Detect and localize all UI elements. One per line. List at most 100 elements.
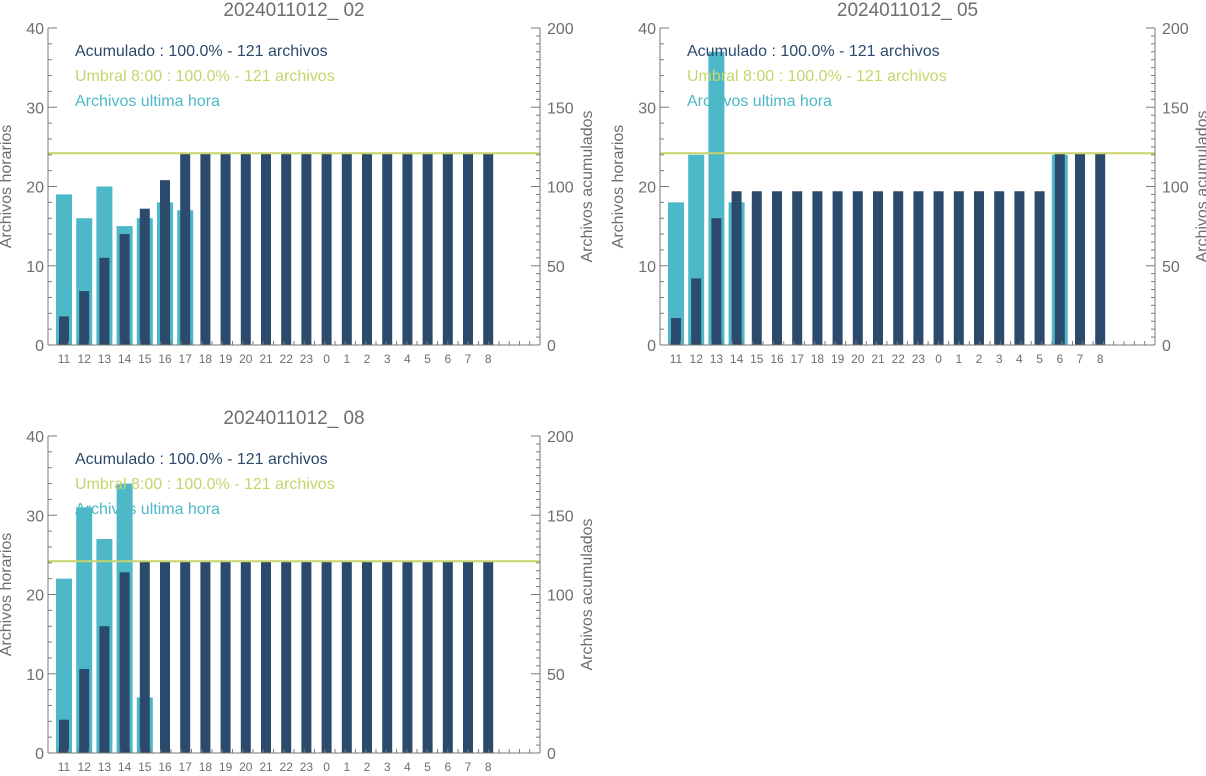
bar-cumulative — [301, 561, 312, 753]
x-tick-label: 13 — [710, 352, 724, 366]
bar-cumulative — [180, 561, 191, 753]
x-tick-label: 0 — [935, 352, 942, 366]
x-tick-label: 14 — [118, 352, 132, 366]
y-axis-label: Archivos horarios — [0, 533, 15, 657]
bar-cumulative — [79, 291, 90, 345]
bar-cumulative — [731, 191, 742, 345]
x-tick-label: 22 — [280, 760, 294, 771]
bar-cumulative — [139, 561, 150, 753]
x-tick-label: 1 — [955, 352, 962, 366]
x-tick-label: 6 — [1056, 352, 1063, 366]
x-tick-label: 17 — [179, 760, 193, 771]
x-tick-label: 23 — [912, 352, 926, 366]
x-tick-label: 2 — [364, 760, 371, 771]
left-tick-label: 40 — [26, 429, 44, 446]
x-tick-label: 21 — [259, 352, 273, 366]
bar-cumulative — [119, 572, 130, 753]
bar-cumulative — [79, 668, 90, 753]
bar-cumulative — [382, 561, 393, 753]
bar-cumulative — [321, 561, 332, 753]
x-tick-label: 12 — [78, 760, 92, 771]
bar-cumulative — [792, 191, 803, 345]
bar-cumulative — [261, 153, 271, 345]
bar-cumulative — [852, 191, 863, 345]
x-tick-label: 16 — [158, 352, 172, 366]
right-tick-label: 50 — [1162, 259, 1180, 276]
x-tick-label: 17 — [179, 352, 193, 366]
x-tick-label: 6 — [444, 352, 451, 366]
chart-title: 2024011012_ 05 — [837, 0, 978, 21]
right-tick-label: 0 — [547, 338, 556, 355]
bar-cumulative — [1095, 153, 1106, 345]
bar-cumulative — [812, 191, 823, 345]
x-tick-label: 12 — [690, 352, 704, 366]
legend-hourly: Archivos ultima hora — [75, 93, 220, 110]
bar-cumulative — [220, 153, 231, 345]
left-tick-label: 30 — [638, 100, 656, 117]
bar-cumulative — [893, 191, 904, 345]
left-tick-label: 10 — [638, 259, 656, 276]
bar-cumulative — [402, 153, 413, 345]
bar-cumulative — [1034, 191, 1045, 345]
bar-cumulative — [933, 191, 944, 345]
right-tick-label: 0 — [547, 746, 556, 763]
bar-cumulative — [772, 191, 782, 345]
x-tick-label: 7 — [1077, 352, 1084, 366]
right-tick-label: 150 — [547, 508, 574, 525]
right-tick-label: 50 — [547, 667, 565, 684]
x-tick-label: 14 — [730, 352, 744, 366]
bar-cumulative — [873, 191, 883, 345]
bar-cumulative — [362, 561, 372, 753]
bar-cumulative — [994, 191, 1005, 345]
right-tick-label: 200 — [547, 429, 574, 446]
bar-cumulative — [139, 208, 150, 345]
bar-cumulative — [1075, 153, 1085, 345]
left-tick-label: 20 — [26, 180, 44, 197]
bar-cumulative — [913, 191, 924, 345]
y2-axis-label: Archivos acumulados — [579, 110, 596, 262]
x-tick-label: 11 — [670, 352, 683, 366]
x-tick-label: 21 — [871, 352, 885, 366]
x-tick-label: 8 — [1097, 352, 1104, 366]
right-tick-label: 150 — [1162, 100, 1189, 117]
left-tick-label: 0 — [35, 338, 44, 355]
bar-hourly — [56, 578, 72, 753]
x-tick-label: 5 — [424, 760, 431, 771]
left-tick-label: 40 — [26, 21, 44, 38]
x-tick-label: 1 — [343, 352, 350, 366]
bar-cumulative — [483, 561, 494, 753]
bar-cumulative — [382, 153, 393, 345]
legend-hourly: Archivos ultima hora — [687, 93, 832, 110]
bar-cumulative — [301, 153, 312, 345]
x-tick-label: 11 — [58, 352, 71, 366]
x-tick-label: 16 — [158, 760, 172, 771]
x-tick-label: 5 — [424, 352, 431, 366]
left-tick-label: 20 — [26, 588, 44, 605]
bar-cumulative — [281, 561, 292, 753]
bar-cumulative — [832, 191, 843, 345]
bar-cumulative — [321, 153, 332, 345]
x-tick-label: 8 — [485, 352, 492, 366]
x-tick-label: 8 — [485, 760, 492, 771]
bar-cumulative — [362, 153, 372, 345]
x-tick-label: 20 — [239, 760, 253, 771]
y2-axis-label: Archivos acumulados — [579, 518, 596, 670]
bar-cumulative — [402, 561, 413, 753]
x-tick-label: 1 — [343, 760, 350, 771]
x-tick-label: 3 — [384, 352, 391, 366]
bar-cumulative — [483, 153, 494, 345]
chart-title: 2024011012_ 08 — [223, 408, 364, 429]
y2-axis-label: Archivos acumulados — [1194, 110, 1206, 262]
x-tick-label: 21 — [259, 760, 273, 771]
bar-cumulative — [1054, 153, 1065, 345]
bar-cumulative — [671, 318, 681, 345]
left-tick-label: 20 — [638, 180, 656, 197]
x-tick-label: 4 — [404, 352, 411, 366]
x-tick-label: 12 — [78, 352, 92, 366]
bar-cumulative — [240, 153, 251, 345]
x-tick-label: 20 — [239, 352, 253, 366]
